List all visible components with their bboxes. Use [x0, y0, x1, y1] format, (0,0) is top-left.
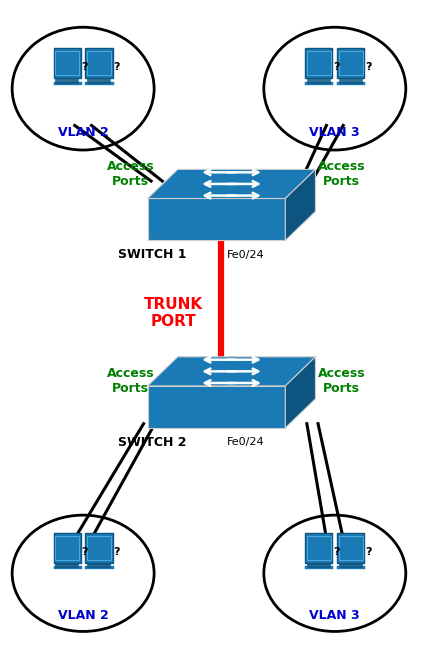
Text: SWITCH 1: SWITCH 1 — [118, 248, 186, 261]
Polygon shape — [148, 357, 316, 386]
FancyBboxPatch shape — [337, 48, 364, 78]
Text: Access
Ports: Access Ports — [107, 367, 154, 395]
FancyBboxPatch shape — [55, 51, 79, 75]
Text: VLAN 2: VLAN 2 — [58, 609, 109, 622]
Text: Fe0/24: Fe0/24 — [227, 250, 265, 260]
FancyBboxPatch shape — [54, 48, 81, 78]
Text: TRUNK
PORT: TRUNK PORT — [144, 297, 203, 330]
Text: ?: ? — [365, 547, 372, 557]
Polygon shape — [285, 169, 316, 241]
Text: ?: ? — [81, 62, 88, 72]
FancyBboxPatch shape — [85, 48, 113, 78]
FancyBboxPatch shape — [339, 51, 363, 75]
Text: ?: ? — [113, 547, 120, 557]
FancyBboxPatch shape — [87, 51, 111, 75]
Text: VLAN 3: VLAN 3 — [310, 127, 360, 140]
Text: SWITCH 2: SWITCH 2 — [118, 435, 186, 448]
Text: Access
Ports: Access Ports — [317, 160, 365, 188]
FancyBboxPatch shape — [337, 533, 364, 563]
FancyBboxPatch shape — [55, 535, 79, 560]
FancyBboxPatch shape — [54, 533, 81, 563]
FancyBboxPatch shape — [307, 535, 331, 560]
Ellipse shape — [264, 515, 406, 631]
Text: Access
Ports: Access Ports — [107, 160, 154, 188]
Text: ?: ? — [113, 62, 120, 72]
Polygon shape — [148, 199, 285, 241]
Polygon shape — [285, 357, 316, 428]
FancyBboxPatch shape — [87, 535, 111, 560]
Text: ?: ? — [333, 547, 339, 557]
Text: Access
Ports: Access Ports — [317, 367, 365, 395]
FancyBboxPatch shape — [339, 535, 363, 560]
FancyBboxPatch shape — [305, 533, 333, 563]
Text: ?: ? — [333, 62, 339, 72]
Ellipse shape — [12, 27, 154, 150]
Text: VLAN 2: VLAN 2 — [58, 127, 109, 140]
Text: VLAN 3: VLAN 3 — [310, 609, 360, 622]
Polygon shape — [148, 169, 316, 199]
Polygon shape — [148, 386, 285, 428]
Ellipse shape — [12, 515, 154, 631]
Text: ?: ? — [81, 547, 88, 557]
Text: ?: ? — [365, 62, 372, 72]
Ellipse shape — [264, 27, 406, 150]
FancyBboxPatch shape — [85, 533, 113, 563]
FancyBboxPatch shape — [305, 48, 333, 78]
Text: Fe0/24: Fe0/24 — [227, 437, 265, 447]
FancyBboxPatch shape — [307, 51, 331, 75]
